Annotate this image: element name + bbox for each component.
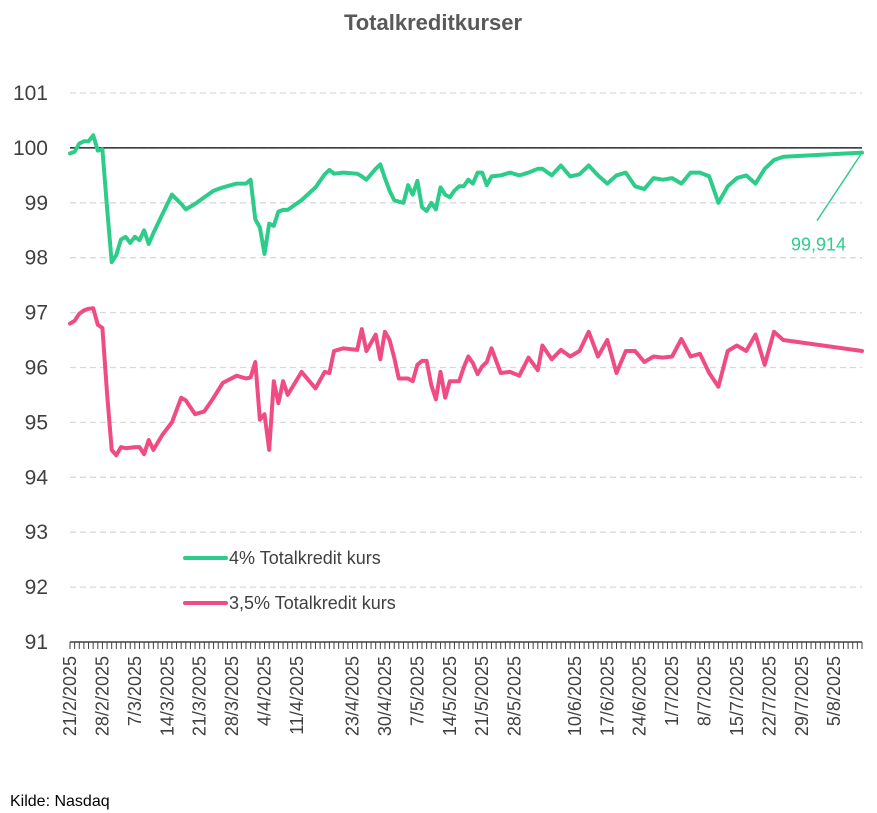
- annotation-leader-line: [816, 152, 863, 222]
- x-tick-label: 17/6/2025: [597, 656, 617, 736]
- y-tick-label: 91: [25, 631, 48, 654]
- x-axis: 21/2/2025 28/2/2025 7/3/2025 14/3/2025 21/3/…: [60, 641, 863, 736]
- x-tick-label: 5/8/2025: [824, 656, 844, 726]
- series-lines: [68, 133, 864, 458]
- legend: 4% Totalkredit kurs 3,5% Totalkredit kurs: [183, 548, 396, 613]
- x-tick-label: 11/4/2025: [287, 656, 307, 735]
- y-tick-label: 96: [25, 357, 48, 380]
- gridlines: [70, 92, 862, 588]
- y-tick-label: 101: [13, 82, 48, 105]
- x-tick-label: 14/3/2025: [157, 656, 177, 736]
- x-tick-label: 24/6/2025: [630, 656, 650, 736]
- source-note: Kilde: Nasdaq: [10, 793, 110, 810]
- x-tick-label: 4/4/2025: [255, 656, 275, 726]
- x-tick-label: 21/2/2025: [60, 656, 80, 736]
- series-line-4pct: [68, 133, 864, 265]
- x-tick-label: 23/4/2025: [343, 656, 363, 736]
- x-tick-label: 28/2/2025: [92, 656, 112, 736]
- value-annotation: 99,914: [791, 152, 863, 255]
- x-tick-label: 21/5/2025: [472, 656, 492, 736]
- series-line-3-5pct: [68, 306, 864, 458]
- y-tick-label: 92: [25, 576, 48, 599]
- x-tick-label: 7/3/2025: [125, 656, 145, 726]
- x-tick-label: 14/5/2025: [440, 656, 460, 736]
- chart-title: Totalkreditkurser: [344, 10, 523, 35]
- x-tick-label: 10/6/2025: [565, 656, 585, 736]
- legend-label: 3,5% Totalkredit kurs: [229, 593, 396, 613]
- x-tick-label: 15/7/2025: [727, 656, 747, 736]
- x-tick-label: 8/7/2025: [695, 656, 715, 726]
- x-tick-label: 29/7/2025: [792, 656, 812, 736]
- x-tick-label: 21/3/2025: [190, 656, 210, 736]
- y-tick-label: 99: [25, 192, 48, 215]
- y-tick-label: 94: [25, 466, 49, 489]
- y-axis: 91 92 93 94 95 96 97 98 99 100 101: [13, 82, 48, 654]
- legend-label: 4% Totalkredit kurs: [229, 548, 381, 568]
- x-tick-label: 22/7/2025: [759, 656, 779, 736]
- x-tick-label: 7/5/2025: [407, 656, 427, 726]
- x-tick-label: 1/7/2025: [662, 656, 682, 726]
- y-tick-label: 95: [25, 411, 48, 434]
- y-tick-label: 98: [25, 247, 48, 270]
- x-tick-label: 30/4/2025: [375, 656, 395, 736]
- y-tick-label: 93: [25, 521, 48, 544]
- annotation-label: 99,914: [791, 235, 846, 255]
- x-tick-label: 28/3/2025: [222, 656, 242, 736]
- x-tick-label: 28/5/2025: [505, 656, 525, 736]
- y-tick-label: 100: [13, 137, 48, 160]
- y-tick-label: 97: [25, 302, 48, 325]
